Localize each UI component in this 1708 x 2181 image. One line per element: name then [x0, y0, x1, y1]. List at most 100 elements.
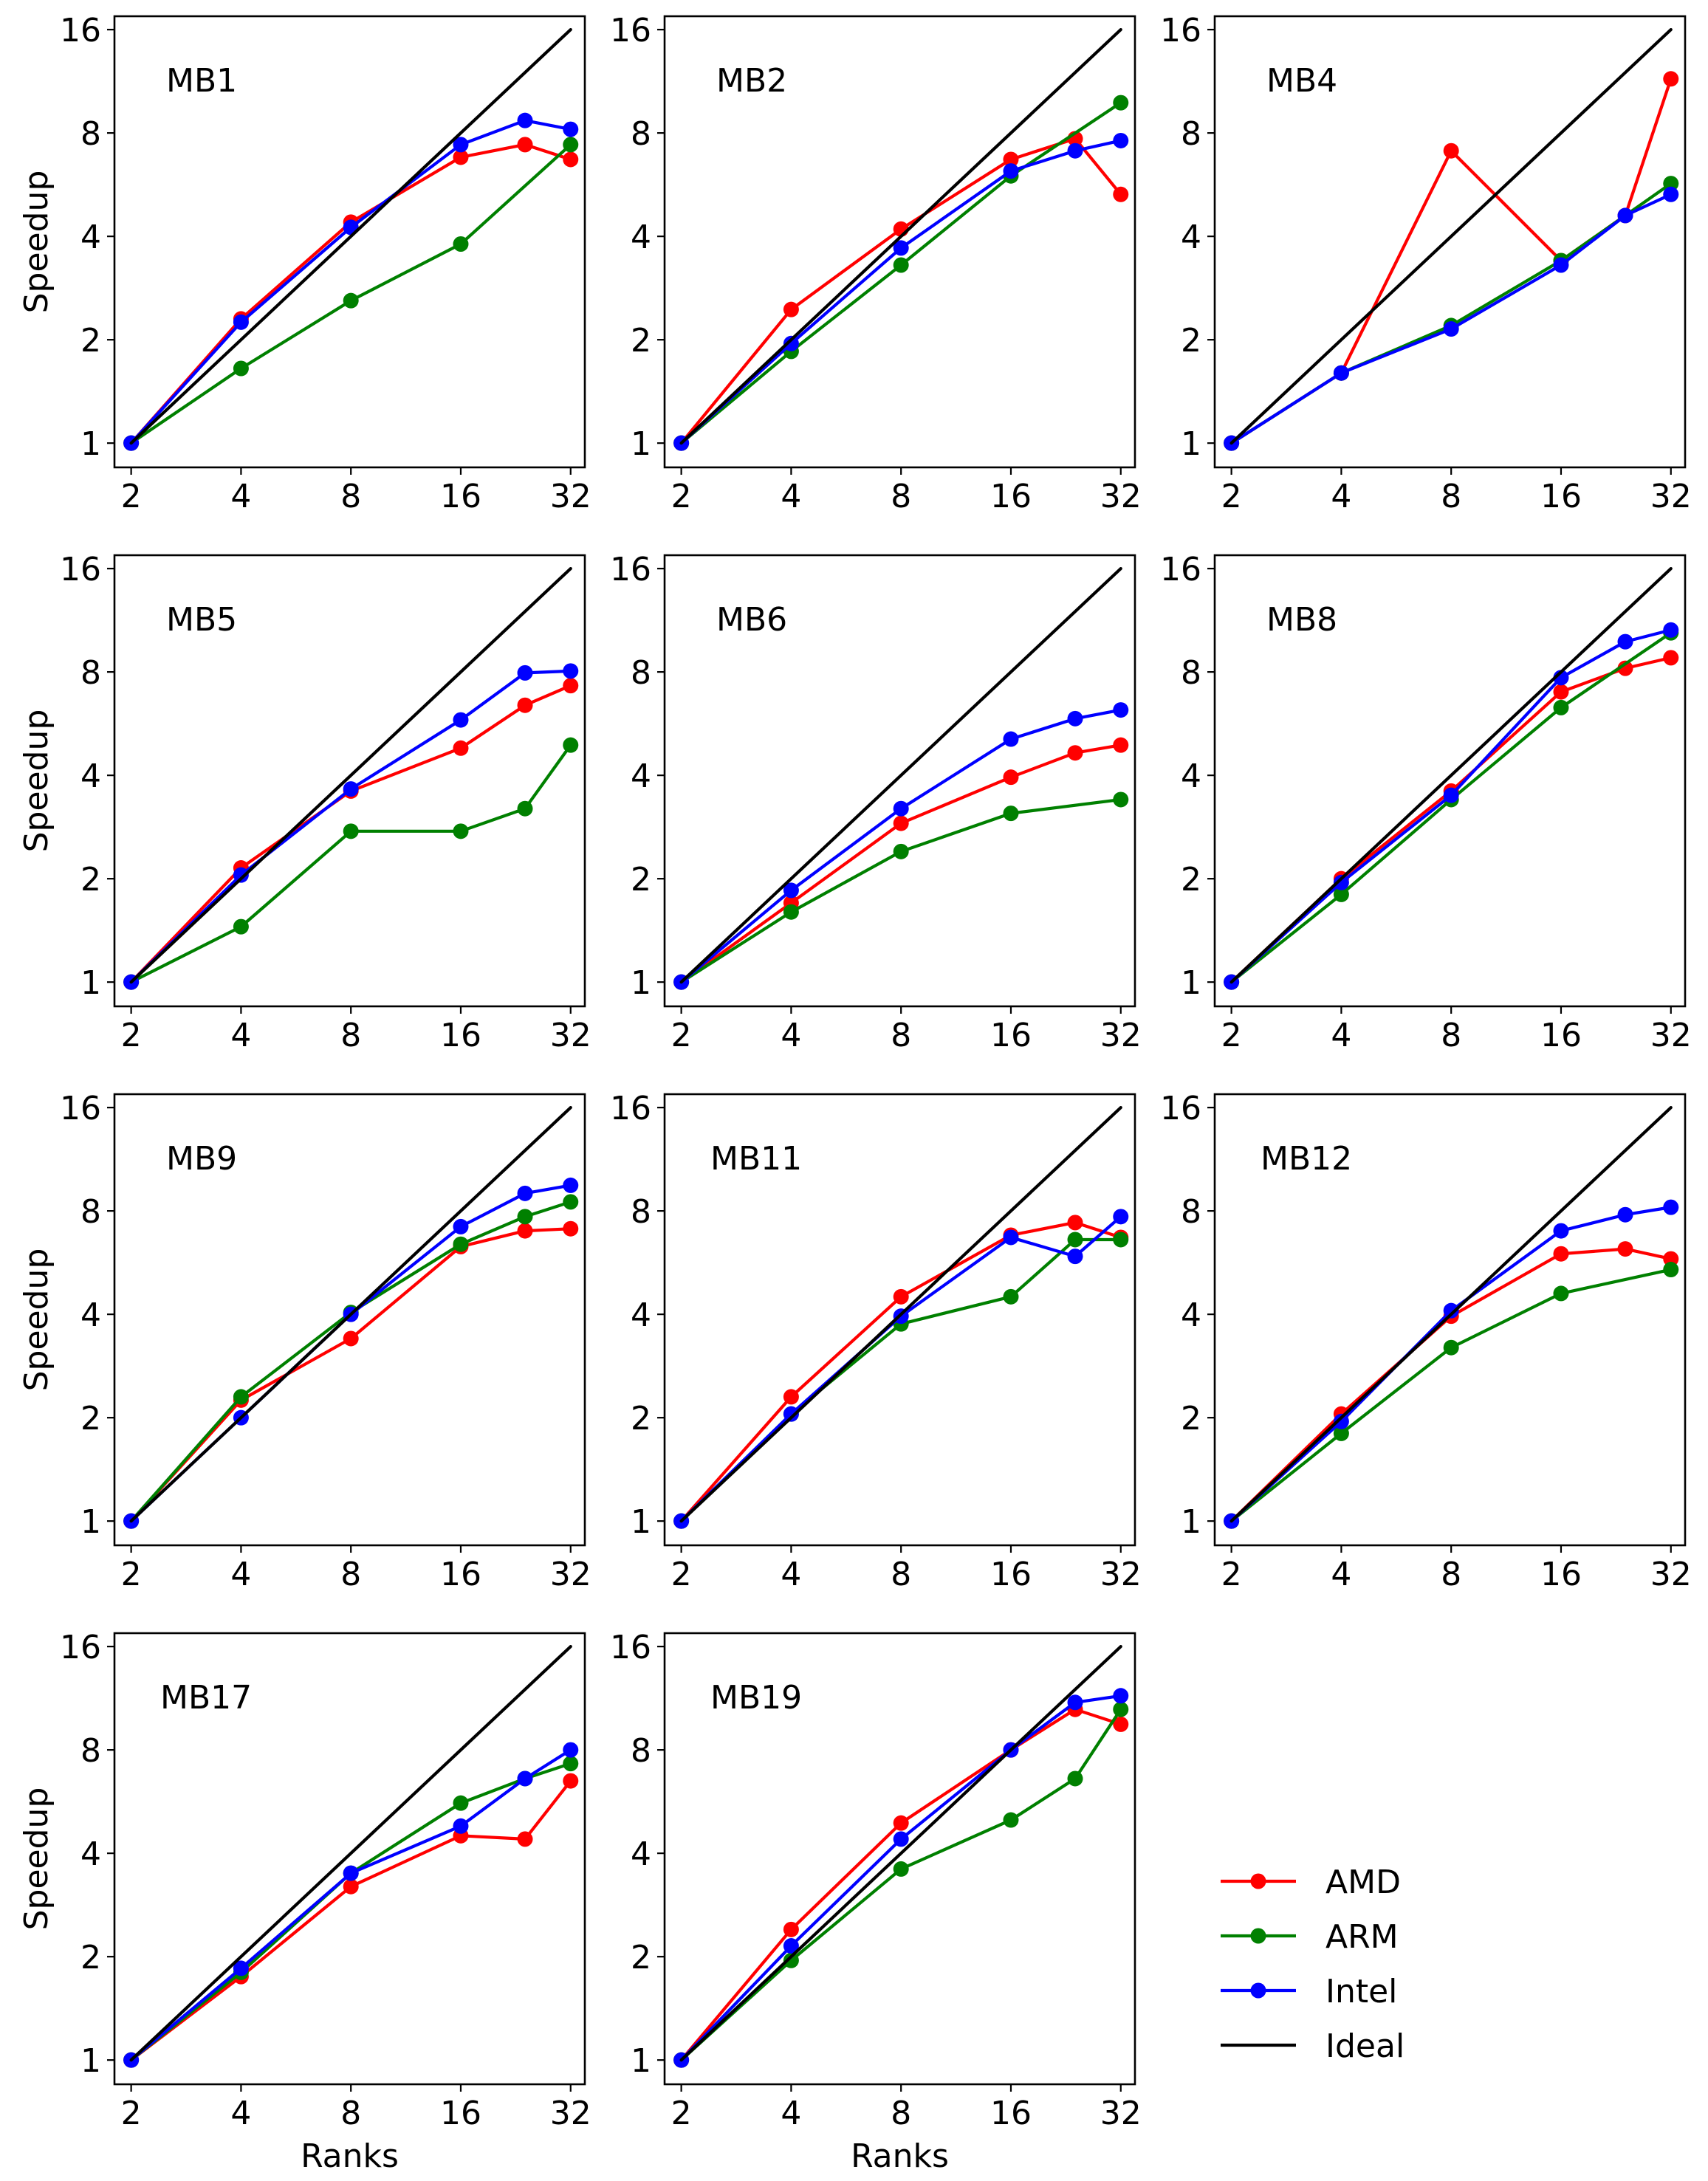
series-line-amd [679, 137, 1122, 445]
plot-area [1224, 567, 1679, 990]
data-point-amd [343, 1330, 359, 1347]
series-line-ideal [679, 1645, 1122, 2062]
data-point-amd [1663, 1251, 1679, 1267]
y-tick-label: 16 [1160, 12, 1201, 49]
x-tick-label: 2 [121, 1017, 142, 1054]
x-tick-label: 32 [1650, 1017, 1692, 1054]
y-tick-label: 16 [610, 551, 651, 588]
data-point-amd [453, 740, 469, 756]
legend-label: Intel [1325, 1973, 1397, 2010]
y-tick-label: 16 [60, 12, 101, 49]
x-tick-label: 32 [550, 1017, 591, 1054]
data-point-arm [453, 1795, 469, 1811]
y-tick-label: 8 [80, 1732, 101, 1770]
data-point-arm [563, 137, 579, 153]
data-point-intel [1067, 142, 1083, 159]
data-point-arm [1333, 1425, 1349, 1441]
data-point-intel [563, 1742, 579, 1758]
x-tick-label: 8 [340, 478, 361, 515]
data-point-amd [563, 1773, 579, 1789]
y-tick-label: 16 [1160, 551, 1201, 588]
data-point-intel [1003, 1229, 1019, 1246]
series-line-intel [1229, 1206, 1673, 1523]
y-tick-label: 4 [631, 758, 651, 795]
data-point-amd [1663, 650, 1679, 666]
legend-label: ARM [1325, 1918, 1399, 1956]
data-point-intel [1003, 163, 1019, 179]
data-point-amd [1113, 737, 1129, 753]
x-tick-label: 2 [1221, 1556, 1242, 1593]
data-point-intel [893, 240, 909, 256]
axes-frame [113, 1632, 586, 2086]
y-tick-label: 1 [80, 2042, 101, 2080]
y-tick-label: 2 [1181, 861, 1201, 899]
x-tick-label: 8 [340, 1017, 361, 1054]
axes-frame [1213, 1093, 1687, 1547]
data-point-arm [517, 800, 533, 817]
data-point-arm [1553, 1285, 1569, 1302]
data-point-arm [453, 1236, 469, 1252]
x-tick-label: 8 [891, 478, 911, 515]
data-point-intel [893, 800, 909, 817]
plot-area [123, 1645, 579, 2068]
data-point-intel [1113, 132, 1129, 148]
x-tick-label: 32 [550, 478, 591, 515]
x-tick-label: 2 [1221, 478, 1242, 515]
data-point-amd [1553, 1246, 1569, 1262]
data-point-arm [893, 1861, 909, 1877]
y-tick-label: 8 [1181, 654, 1201, 692]
data-point-intel [453, 712, 469, 728]
series-line-intel [1229, 628, 1673, 984]
plot-area [673, 567, 1129, 990]
series-line-arm [679, 1237, 1122, 1523]
axes-frame [1213, 15, 1687, 469]
y-tick-label: 1 [80, 964, 101, 1002]
y-tick-label: 8 [631, 1732, 651, 1770]
x-tick-label: 4 [230, 1017, 251, 1054]
data-point-intel [893, 1831, 909, 1847]
legend-item-amd: AMD [1221, 1864, 1401, 1901]
series-line-intel [129, 119, 572, 445]
data-point-arm [453, 823, 469, 839]
data-point-intel [233, 1960, 249, 1976]
data-point-arm [1113, 791, 1129, 808]
data-point-intel [343, 781, 359, 797]
axes-frame [663, 15, 1136, 469]
data-point-arm [1067, 1232, 1083, 1248]
x-tick-label: 2 [121, 1556, 142, 1593]
y-tick-label: 1 [80, 425, 101, 463]
data-point-arm [1113, 95, 1129, 111]
data-point-intel [783, 1938, 799, 1954]
data-point-intel [517, 1770, 533, 1787]
x-tick-label: 8 [340, 2095, 361, 2132]
y-tick-label: 2 [1181, 1400, 1201, 1438]
data-point-amd [517, 1831, 533, 1847]
data-point-intel [563, 663, 579, 679]
plot-area [673, 28, 1129, 451]
data-point-amd [453, 149, 469, 165]
legend: AMD ARM Intel Ideal [1221, 1864, 1405, 2065]
series-line-arm [1229, 631, 1673, 984]
data-point-amd [1617, 660, 1633, 676]
legend-marker [1250, 1873, 1266, 1889]
data-point-arm [563, 1756, 579, 1772]
data-point-intel [1333, 1413, 1349, 1429]
panel-title: MB19 [710, 1679, 802, 1717]
data-point-amd [1113, 1716, 1129, 1732]
data-point-arm [1003, 806, 1019, 822]
x-tick-label: 32 [1100, 2095, 1142, 2132]
data-point-intel [1663, 1199, 1679, 1215]
panel-title: MB9 [166, 1140, 237, 1178]
x-tick-label: 8 [891, 1556, 911, 1593]
y-tick-label: 2 [80, 1400, 101, 1438]
series-line-amd [1229, 1247, 1673, 1523]
y-tick-label: 8 [1181, 1193, 1201, 1231]
y-tick-label: 4 [631, 1296, 651, 1334]
y-tick-label: 1 [631, 2042, 651, 2080]
data-point-intel [453, 1818, 469, 1834]
y-tick-label: 1 [631, 1503, 651, 1541]
data-point-arm [1333, 886, 1349, 902]
series-line-arm [129, 1200, 572, 1523]
